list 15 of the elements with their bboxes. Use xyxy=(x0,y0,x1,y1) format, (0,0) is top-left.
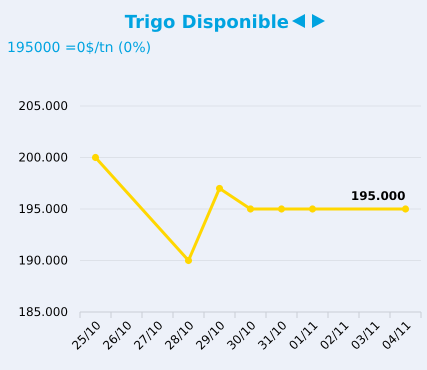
point xyxy=(278,205,286,213)
point xyxy=(246,205,254,213)
point xyxy=(92,154,100,162)
chart-subtitle: 195000 =0$/tn (0%) xyxy=(7,40,152,56)
y-tick-label: 195.000 xyxy=(18,202,68,216)
point xyxy=(308,205,316,213)
y-tick-label: 200.000 xyxy=(18,150,68,164)
y-tick-label: 185.000 xyxy=(18,305,68,319)
point xyxy=(184,256,192,264)
chart-title: Trigo Disponible xyxy=(124,12,289,33)
point xyxy=(216,184,224,192)
point xyxy=(402,205,410,213)
data-label: 195.000 xyxy=(350,189,406,203)
y-tick-label: 190.000 xyxy=(18,254,68,268)
y-tick-label: 205.000 xyxy=(18,99,68,113)
